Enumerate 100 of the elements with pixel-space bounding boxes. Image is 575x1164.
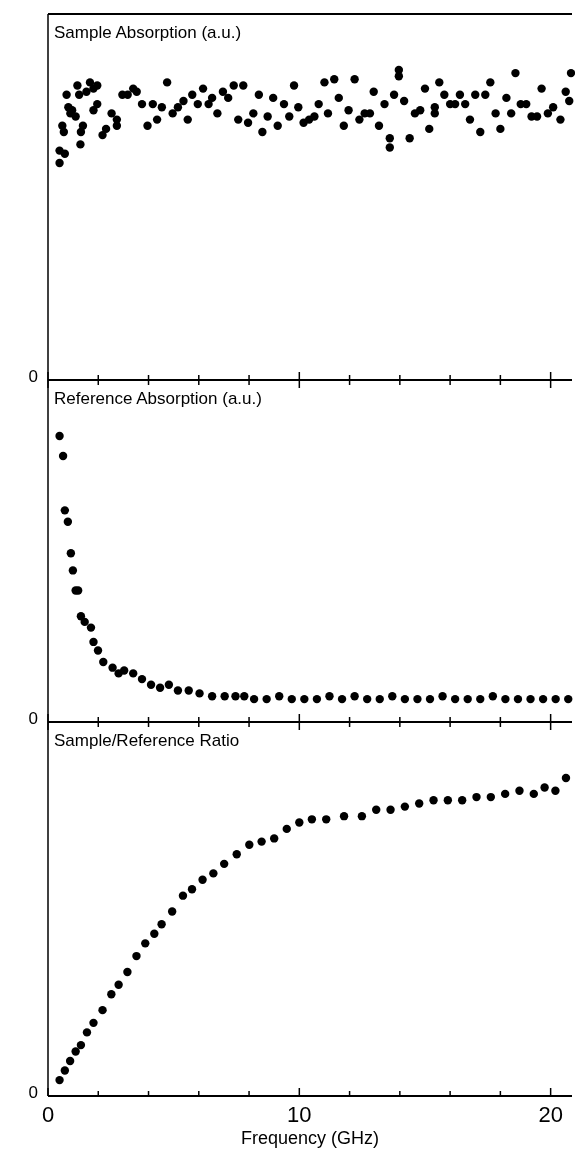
- point: [63, 517, 73, 526]
- point: [86, 623, 96, 632]
- point: [80, 617, 89, 627]
- point: [275, 692, 284, 701]
- point: [231, 692, 240, 701]
- point: [89, 637, 98, 647]
- point: [295, 818, 304, 827]
- point: [55, 1075, 64, 1085]
- text: 0: [28, 367, 38, 386]
- point: [240, 692, 249, 701]
- point: [501, 694, 510, 704]
- point: [245, 840, 254, 849]
- point: [400, 694, 410, 704]
- point: [55, 431, 64, 441]
- point: [155, 683, 165, 692]
- text: 0: [28, 709, 38, 728]
- point: [339, 811, 349, 821]
- point: [219, 859, 229, 869]
- point: [60, 506, 70, 515]
- point: [257, 837, 266, 846]
- point: [173, 686, 183, 695]
- point: [515, 786, 524, 795]
- point: [98, 1005, 107, 1015]
- chart-title: Sample Absorption (a.u.): [54, 23, 242, 42]
- x-tick-label: 0: [41, 1102, 55, 1127]
- text: 0: [28, 1083, 38, 1102]
- point: [150, 929, 159, 939]
- point: [114, 980, 123, 989]
- x-axis-title: Frequency (GHz): [240, 1128, 380, 1148]
- point: [119, 666, 129, 675]
- point: [287, 694, 296, 704]
- point: [513, 694, 523, 704]
- point: [76, 1040, 86, 1050]
- point: [322, 815, 331, 824]
- point: [82, 1028, 92, 1037]
- x-tick-label: 20: [538, 1102, 563, 1127]
- point: [429, 796, 438, 805]
- point: [141, 939, 150, 948]
- point: [129, 669, 138, 678]
- point: [312, 694, 322, 704]
- point: [58, 451, 68, 461]
- point: [357, 811, 367, 821]
- point: [476, 694, 485, 704]
- point: [184, 686, 193, 695]
- point: [413, 694, 422, 704]
- point: [415, 799, 424, 808]
- point: [372, 805, 381, 814]
- point: [195, 689, 204, 698]
- point: [472, 792, 481, 802]
- point: [443, 796, 453, 805]
- point: [207, 692, 217, 701]
- point: [564, 694, 573, 704]
- point: [66, 549, 76, 558]
- point: [167, 907, 177, 916]
- point: [488, 692, 498, 701]
- point: [450, 694, 460, 704]
- point: [157, 920, 166, 929]
- point: [362, 694, 372, 704]
- point: [500, 789, 510, 799]
- point: [164, 680, 174, 690]
- point: [350, 692, 359, 701]
- point: [89, 1018, 98, 1028]
- point: [269, 834, 279, 843]
- point: [262, 694, 271, 704]
- point: [457, 796, 467, 805]
- point: [325, 692, 334, 701]
- point: [526, 694, 535, 704]
- chart-title: Sample/Reference Ratio: [54, 731, 240, 750]
- point: [538, 694, 548, 704]
- point: [99, 657, 108, 667]
- point: [220, 692, 229, 701]
- point: [375, 694, 384, 704]
- x-tick-label: 10: [287, 1102, 312, 1127]
- point: [551, 694, 560, 704]
- point: [561, 773, 571, 783]
- point: [529, 789, 538, 799]
- point: [137, 674, 147, 684]
- point: [540, 783, 549, 792]
- point: [108, 663, 117, 672]
- point: [178, 891, 188, 900]
- point: [386, 805, 395, 814]
- point: [307, 815, 317, 824]
- point: [146, 680, 156, 690]
- point: [68, 566, 78, 575]
- point: [198, 875, 207, 884]
- point: [107, 990, 116, 999]
- point: [209, 869, 218, 878]
- point: [486, 792, 496, 802]
- point: [93, 646, 103, 655]
- point: [282, 824, 291, 834]
- point: [249, 694, 259, 704]
- point: [232, 850, 241, 859]
- point: [65, 1056, 75, 1066]
- point: [388, 692, 397, 701]
- point: [337, 694, 347, 704]
- point: [300, 694, 309, 704]
- point: [187, 885, 197, 894]
- point: [71, 1047, 80, 1056]
- point: [400, 802, 410, 811]
- point: [132, 951, 141, 961]
